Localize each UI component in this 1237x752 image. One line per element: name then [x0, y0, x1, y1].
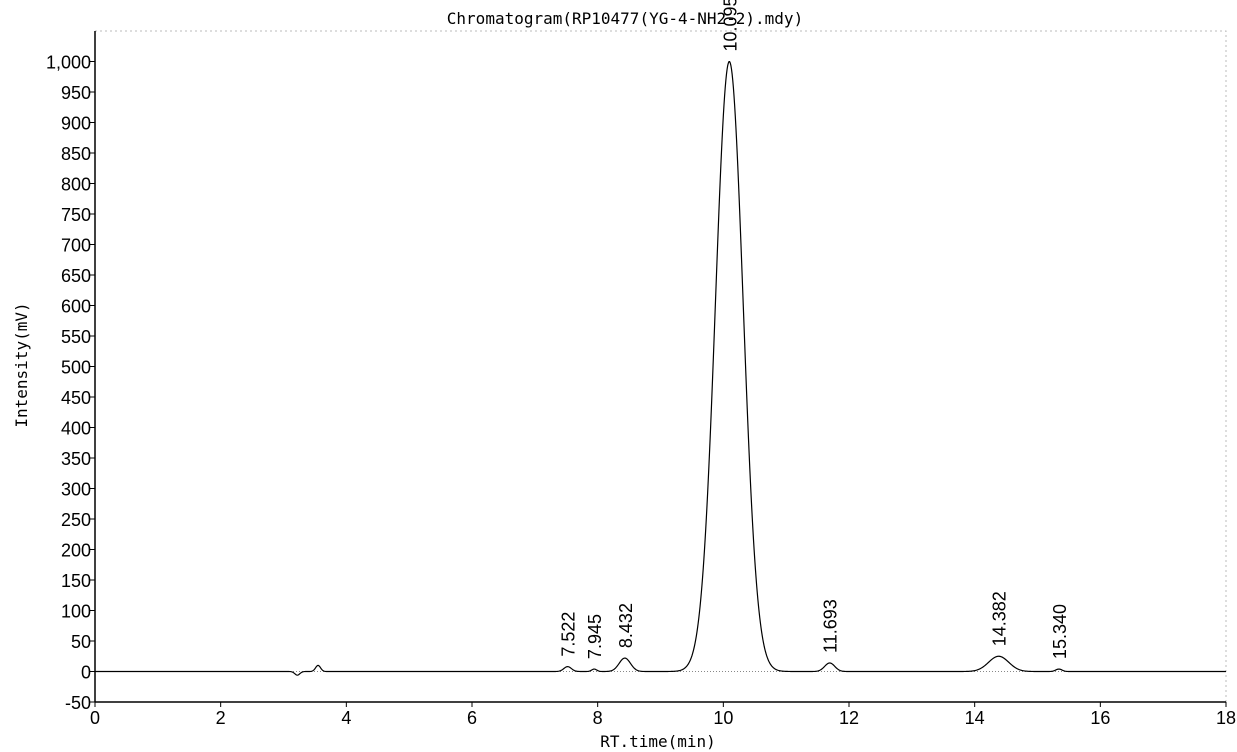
y-tick-label: 200 — [61, 541, 91, 561]
y-tick-label: 150 — [61, 571, 91, 591]
y-tick-label: 100 — [61, 602, 91, 622]
x-tick-label: 8 — [593, 708, 603, 728]
plot-frame — [94, 30, 1227, 703]
y-tick-label: 600 — [61, 297, 91, 317]
peak-label: 7.945 — [585, 614, 605, 659]
y-tick-label: 700 — [61, 236, 91, 256]
x-tick-label: 12 — [839, 708, 859, 728]
peak-label: 11.693 — [821, 599, 841, 653]
y-tick-label: 850 — [61, 144, 91, 164]
y-tick-label: 450 — [61, 388, 91, 408]
x-ticks: 0 2 4 6 8 10 12 14 16 18 — [90, 702, 1236, 728]
peak-label: 10.095 — [720, 0, 740, 52]
y-tick-label: 0 — [81, 663, 91, 683]
x-tick-label: 4 — [341, 708, 351, 728]
x-tick-label: 14 — [965, 708, 985, 728]
y-tick-label: 650 — [61, 266, 91, 286]
peak-label: 7.522 — [559, 612, 579, 657]
y-tick-label: 750 — [61, 205, 91, 225]
chart-title: Chromatogram(RP10477(YG-4-NH2-2).mdy) — [447, 9, 803, 28]
y-tick-label: 50 — [71, 632, 91, 652]
x-tick-label: 16 — [1090, 708, 1110, 728]
peak-label: 15.340 — [1050, 604, 1070, 659]
peak-label: 8.432 — [616, 603, 636, 648]
x-tick-label: 6 — [467, 708, 477, 728]
peak-label: 14.382 — [990, 591, 1010, 646]
y-tick-label: 250 — [61, 510, 91, 530]
y-ticks: -50 0 50 100 150 200 250 300 350 400 450 500 550 600 6… — [46, 53, 95, 713]
y-tick-label: 950 — [61, 83, 91, 103]
x-tick-label: 0 — [90, 708, 100, 728]
y-tick-label: 400 — [61, 419, 91, 439]
y-tick-label: 350 — [61, 449, 91, 469]
y-tick-label: -50 — [65, 693, 91, 713]
x-axis-label: RT.time(min) — [600, 732, 716, 751]
y-tick-label: 800 — [61, 175, 91, 195]
y-tick-label: 500 — [61, 358, 91, 378]
x-tick-label: 2 — [216, 708, 226, 728]
y-tick-label: 550 — [61, 327, 91, 347]
y-axis-label: Intensity(mV) — [12, 302, 31, 427]
chromatogram-trace — [95, 61, 1226, 676]
y-tick-label: 300 — [61, 480, 91, 500]
y-tick-label: 900 — [61, 114, 91, 134]
x-tick-label: 18 — [1216, 708, 1236, 728]
x-tick-label: 10 — [713, 708, 733, 728]
y-tick-label: 1,000 — [46, 53, 91, 73]
peak-labels: 7.522 7.945 8.432 10.095 11.693 14.382 15.340 — [559, 0, 1070, 659]
